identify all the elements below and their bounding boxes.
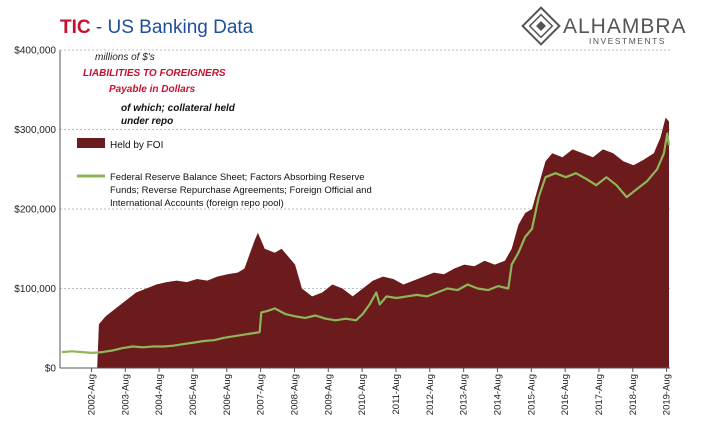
legend-label-foi: Held by FOI [110,140,163,151]
y-tick-label: $0 [45,364,57,375]
units-annotation: millions of $'s [95,52,155,63]
legend-label-fed-line3: International Accounts (foreign repo poo… [110,198,284,209]
collateral-annotation-line1: of which; collateral held [121,103,236,114]
legend-label-fed-line2: Funds; Reverse Repurchase Agreements; Fo… [110,185,372,196]
y-tick-label: $400,000 [14,46,56,57]
legend-label-fed-line1: Federal Reserve Balance Sheet; Factors A… [110,172,365,183]
x-tick-label: 2015-Aug [526,374,537,415]
series-line-fed-foreign-repo [61,132,671,354]
y-axis: $0 $100,000 $200,000 $300,000 $400,000 [14,46,61,375]
y-tick-label: $300,000 [14,125,56,136]
annotations: millions of $'s LIABILITIES TO FOREIGNER… [83,52,236,127]
x-tick-label: 2004-Aug [154,374,165,415]
x-tick-label: 2013-Aug [459,374,470,415]
x-tick-label: 2016-Aug [560,374,571,415]
x-tick-label: 2011-Aug [391,374,402,415]
series-area-held-by-foi [97,117,669,368]
logo-sub: INVESTMENTS [589,36,666,46]
title-rest: - US Banking Data [91,17,254,38]
x-tick-label: 2018-Aug [628,374,639,415]
plot-area [61,117,671,368]
x-axis: 2002-Aug 2003-Aug 2004-Aug 2005-Aug 2006-Aug… [60,367,673,415]
x-tick-label: 2008-Aug [289,374,300,415]
liabilities-annotation: LIABILITIES TO FOREIGNERS [83,68,226,79]
y-tick-label: $200,000 [14,205,56,216]
x-tick-label: 2006-Aug [222,374,233,415]
logo-name: ALHAMBRA [563,15,687,38]
x-tick-label: 2012-Aug [425,374,436,415]
collateral-annotation-line2: under repo [121,116,173,127]
alhambra-logo: ALHAMBRA INVESTMENTS [521,6,687,46]
x-tick-label: 2017-Aug [594,374,605,415]
x-tick-label: 2009-Aug [323,374,334,415]
legend: Held by FOI Federal Reserve Balance Shee… [77,138,372,209]
title-prefix: TIC [60,17,91,38]
y-tick-label: $100,000 [14,284,56,295]
x-tick-label: 2002-Aug [86,374,97,415]
legend-swatch-foi [77,138,105,148]
x-tick-label: 2005-Aug [188,374,199,415]
x-tick-label: 2003-Aug [120,374,131,415]
x-tick-label: 2010-Aug [357,374,368,415]
logo-emblem-icon [521,6,561,46]
x-tick-label: 2019-Aug [662,374,673,415]
payable-annotation: Payable in Dollars [109,84,196,95]
x-tick-label: 2007-Aug [256,374,267,415]
chart-title: TIC - US Banking Data [60,17,254,38]
x-tick-label: 2014-Aug [492,374,503,415]
